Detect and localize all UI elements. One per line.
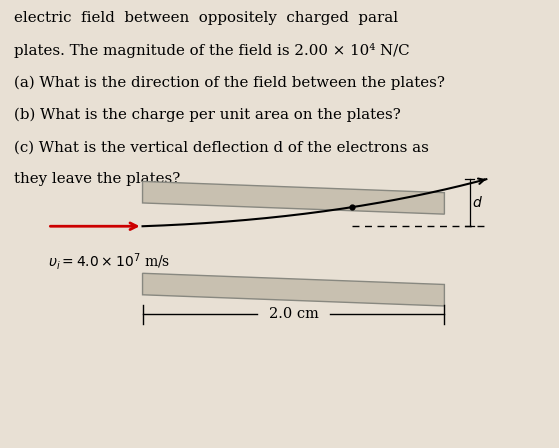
Text: (a) What is the direction of the field between the plates?: (a) What is the direction of the field b…: [14, 76, 445, 90]
Text: $d$: $d$: [472, 195, 483, 210]
Text: (c) What is the vertical deflection d of the electrons as: (c) What is the vertical deflection d of…: [14, 140, 429, 154]
Text: they leave the plates?: they leave the plates?: [14, 172, 180, 186]
Text: $\upsilon_i = 4.0 \times 10^7$ m/s: $\upsilon_i = 4.0 \times 10^7$ m/s: [48, 251, 170, 272]
Text: 2.0 cm: 2.0 cm: [268, 307, 319, 322]
Polygon shape: [143, 181, 444, 214]
Text: (b) What is the charge per unit area on the plates?: (b) What is the charge per unit area on …: [14, 108, 401, 122]
Text: plates. The magnitude of the field is 2.00 × 10⁴ N/C: plates. The magnitude of the field is 2.…: [14, 43, 410, 58]
Text: electric  field  between  oppositely  charged  paral: electric field between oppositely charge…: [14, 11, 398, 25]
Polygon shape: [143, 273, 444, 306]
